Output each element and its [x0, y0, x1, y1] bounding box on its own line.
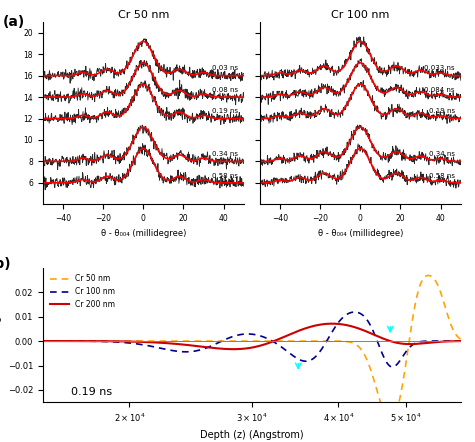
Text: 0.19 ns: 0.19 ns	[428, 108, 455, 114]
Text: 0.19 ns: 0.19 ns	[72, 387, 113, 397]
X-axis label: θ - θ₀₀₄ (millidegree): θ - θ₀₀₄ (millidegree)	[101, 229, 186, 237]
Text: 0.03 ns: 0.03 ns	[211, 65, 238, 72]
Text: (b): (b)	[0, 257, 11, 271]
Title: Cr 50 nm: Cr 50 nm	[117, 10, 169, 20]
Text: 0.34 ns: 0.34 ns	[429, 151, 455, 157]
Text: 0.58 ns: 0.58 ns	[429, 172, 455, 179]
X-axis label: θ - θ₀₀₄ (millidegree): θ - θ₀₀₄ (millidegree)	[318, 229, 403, 237]
Text: 0.033 ns: 0.033 ns	[424, 65, 455, 72]
Text: 0.34 ns: 0.34 ns	[212, 151, 238, 157]
Text: 0.084 ns: 0.084 ns	[424, 87, 455, 93]
Title: Cr 100 nm: Cr 100 nm	[331, 10, 390, 20]
Text: 0.58 ns: 0.58 ns	[212, 172, 238, 179]
Text: (a): (a)	[2, 15, 25, 29]
X-axis label: Depth (z) (Angstrom): Depth (z) (Angstrom)	[200, 430, 304, 440]
Legend: Cr 50 nm, Cr 100 nm, Cr 200 nm: Cr 50 nm, Cr 100 nm, Cr 200 nm	[47, 271, 118, 312]
Y-axis label: d(z) - d₀₀₄ (Angstrom): d(z) - d₀₀₄ (Angstrom)	[0, 286, 2, 383]
Text: 0.08 ns: 0.08 ns	[211, 87, 238, 93]
Text: 0.19 ns: 0.19 ns	[211, 108, 238, 114]
